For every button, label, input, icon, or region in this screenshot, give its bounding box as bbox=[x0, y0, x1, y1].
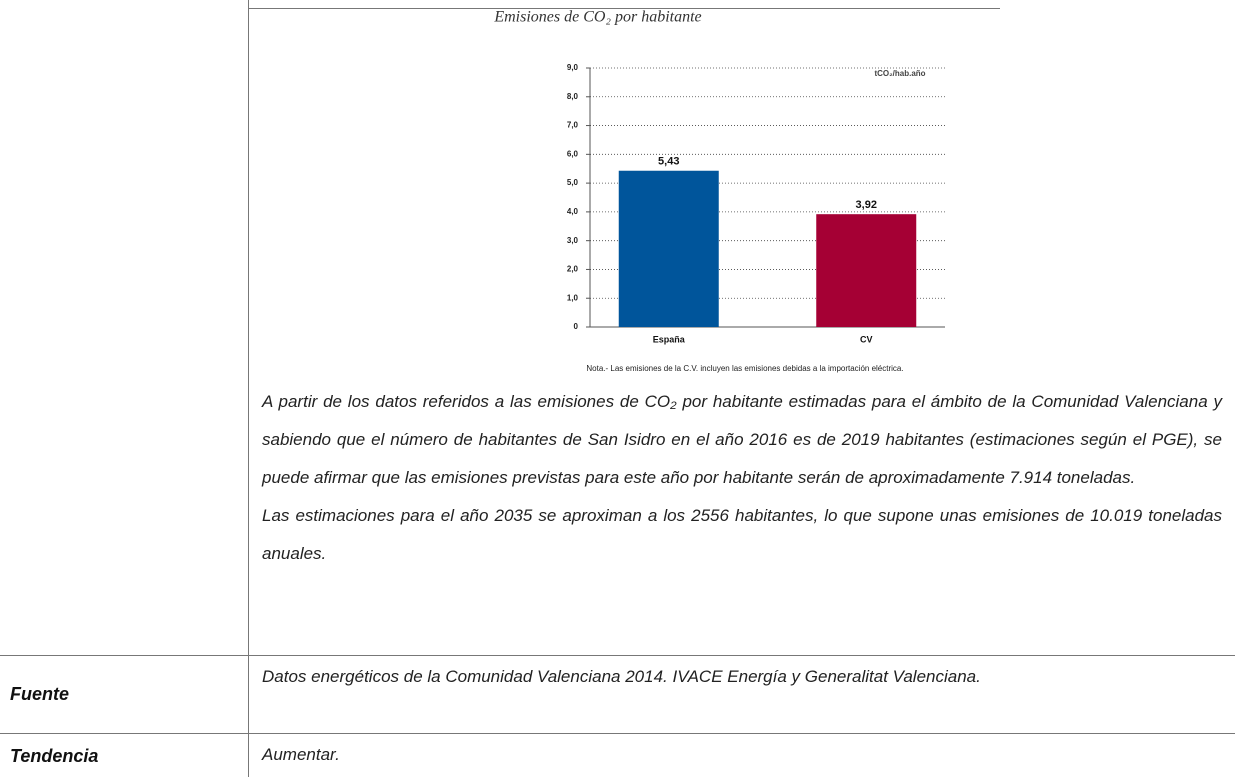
row-text: Datos energéticos de la Comunidad Valenc… bbox=[262, 667, 981, 686]
chart-note: Nota.- Las emisiones de la C.V. incluyen… bbox=[586, 364, 903, 373]
unit-label: tCO₂/hab.año bbox=[874, 69, 925, 78]
chart: Emisiones de CO₂ por habitante tCO₂/hab.… bbox=[493, 9, 945, 373]
y-tick-label: 0 bbox=[574, 322, 579, 331]
row-label: Fuente bbox=[10, 684, 70, 704]
x-tick-label: CV bbox=[860, 334, 873, 344]
y-tick-label: 5,0 bbox=[567, 178, 579, 187]
row-border bbox=[0, 655, 1235, 656]
value-label: 5,43 bbox=[658, 156, 679, 168]
chart-title: Emisiones de CO₂ por habitante bbox=[493, 9, 701, 26]
paragraph: A partir de los datos referidos a las em… bbox=[262, 392, 1222, 487]
bar bbox=[618, 170, 719, 327]
y-tick-label: 6,0 bbox=[567, 149, 579, 158]
y-tick-label: 8,0 bbox=[567, 92, 579, 101]
y-tick-label: 7,0 bbox=[567, 121, 579, 130]
row-label: Tendencia bbox=[10, 746, 99, 766]
row-text: Aumentar. bbox=[262, 745, 340, 764]
y-tick-label: 3,0 bbox=[567, 236, 579, 245]
y-tick-label: 1,0 bbox=[567, 293, 579, 302]
row-border bbox=[0, 733, 1235, 734]
y-tick-label: 2,0 bbox=[567, 265, 579, 274]
table-border-top bbox=[248, 8, 1000, 9]
bar bbox=[816, 214, 917, 327]
column-border bbox=[248, 0, 249, 777]
value-label: 3,92 bbox=[856, 199, 877, 211]
y-tick-label: 4,0 bbox=[567, 207, 579, 216]
x-tick-label: España bbox=[653, 334, 686, 344]
paragraph: Las estimaciones para el año 2035 se apr… bbox=[262, 506, 1222, 563]
y-tick-label: 9,0 bbox=[567, 63, 579, 72]
